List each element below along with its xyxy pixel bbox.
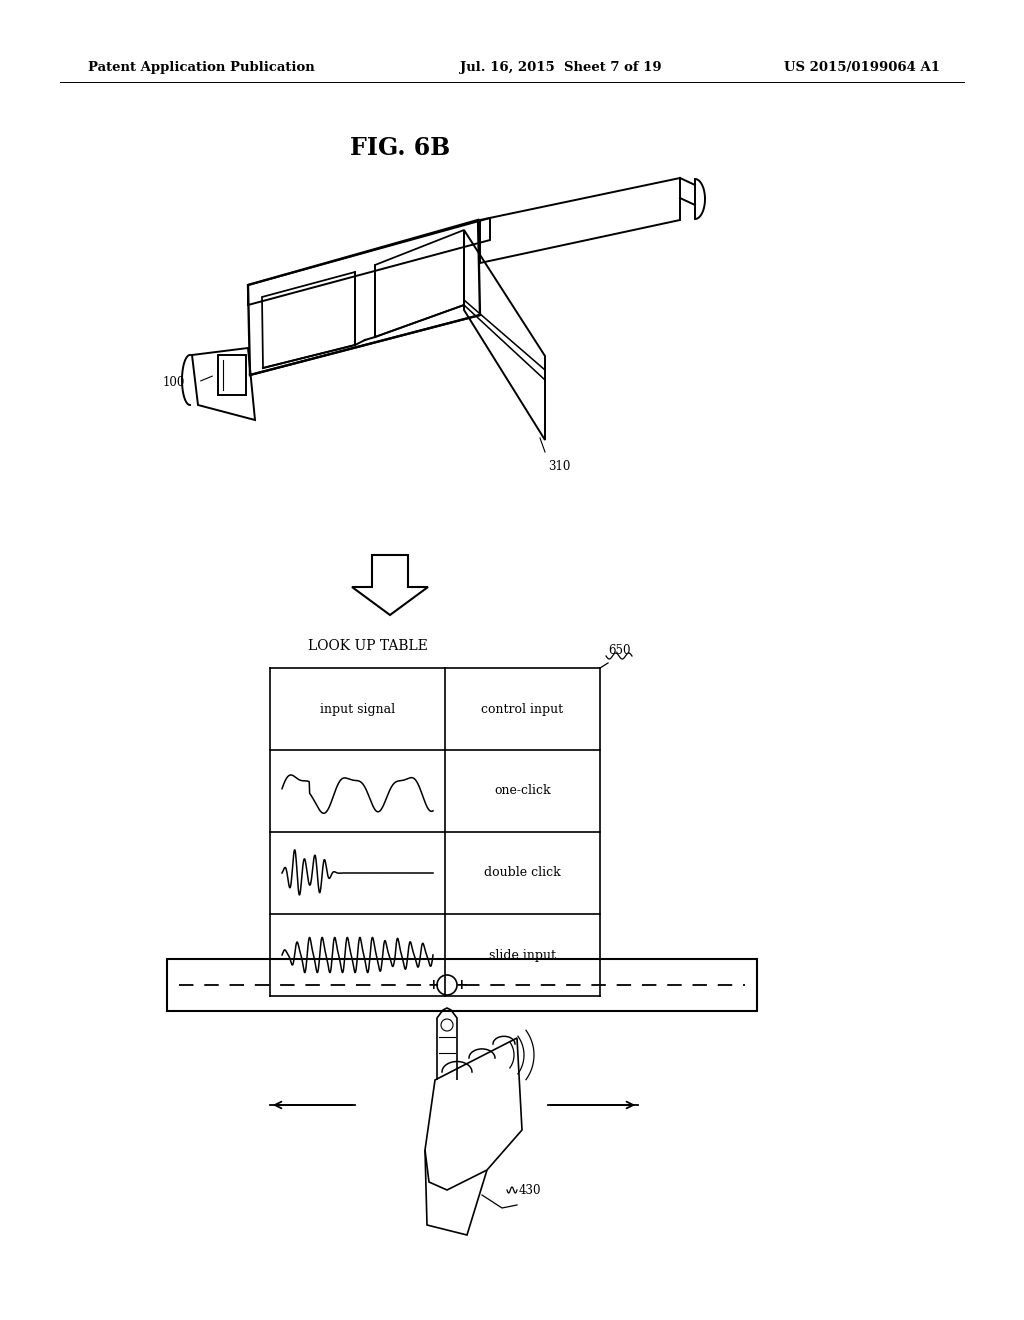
Text: US 2015/0199064 A1: US 2015/0199064 A1 bbox=[784, 62, 940, 74]
Text: double click: double click bbox=[484, 866, 561, 879]
Text: 310: 310 bbox=[548, 459, 570, 473]
Text: one-click: one-click bbox=[495, 784, 551, 797]
Text: 430: 430 bbox=[519, 1184, 542, 1196]
Text: FIG. 6B: FIG. 6B bbox=[350, 136, 451, 160]
Bar bbox=[167, 960, 757, 1011]
Text: +: + bbox=[456, 978, 467, 993]
Text: 100: 100 bbox=[163, 375, 185, 388]
Text: input signal: input signal bbox=[319, 702, 395, 715]
Text: control input: control input bbox=[481, 702, 563, 715]
Text: 650: 650 bbox=[608, 644, 631, 656]
Text: +: + bbox=[427, 978, 439, 993]
Text: slide input: slide input bbox=[489, 949, 556, 961]
Text: LOOK UP TABLE: LOOK UP TABLE bbox=[307, 639, 427, 653]
Text: Jul. 16, 2015  Sheet 7 of 19: Jul. 16, 2015 Sheet 7 of 19 bbox=[460, 62, 662, 74]
Text: Patent Application Publication: Patent Application Publication bbox=[88, 62, 314, 74]
